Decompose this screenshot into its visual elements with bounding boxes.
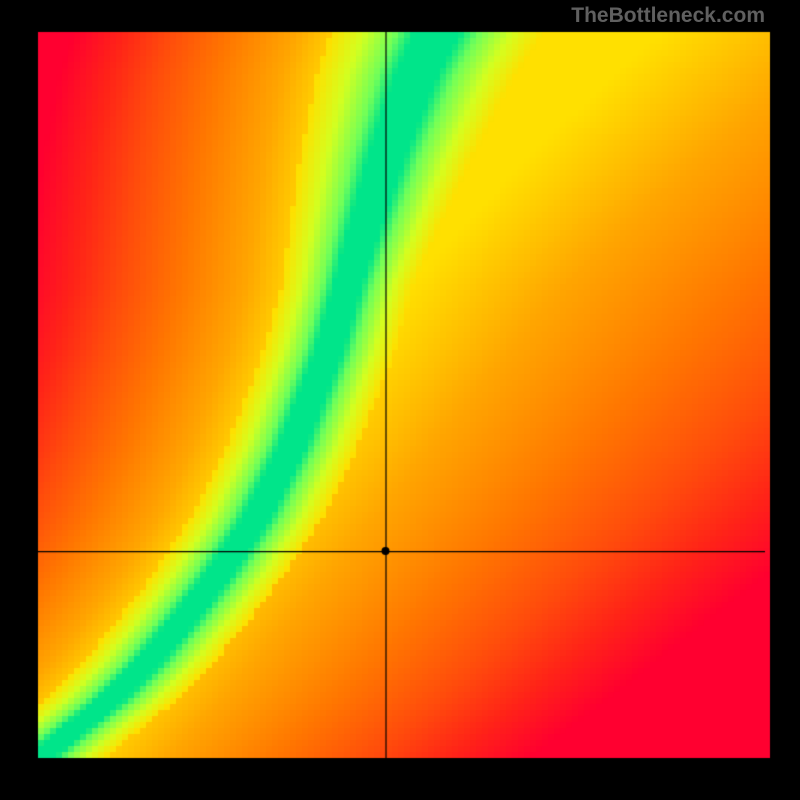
bottleneck-heatmap-canvas: [0, 0, 800, 800]
chart-container: TheBottleneck.com: [0, 0, 800, 800]
watermark: TheBottleneck.com: [571, 4, 765, 28]
